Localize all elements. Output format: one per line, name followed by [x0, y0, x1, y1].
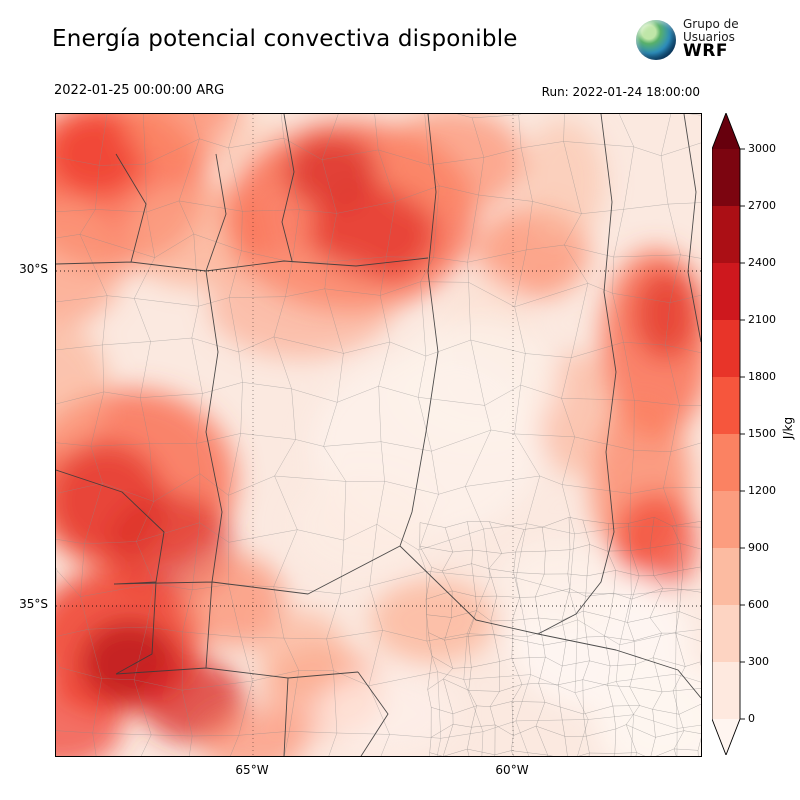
department-boundaries — [56, 114, 701, 756]
boundary-line — [671, 525, 686, 756]
colorbar-segments — [712, 149, 740, 719]
boundary-line — [442, 527, 454, 756]
boundary-line — [612, 114, 635, 756]
colorbar-tick-label: 2400 — [748, 256, 776, 269]
colorbar-segment — [712, 206, 740, 263]
logo-line-2: Usuarios — [683, 29, 735, 44]
boundary-line — [582, 519, 591, 756]
lat-label-35s: 35°S — [19, 597, 48, 611]
boundary-line — [558, 517, 571, 756]
boundary-line — [368, 114, 396, 756]
boundary-line — [467, 521, 477, 756]
run-time-label: Run: 2022-01-24 18:00:00 — [541, 85, 700, 99]
lon-label-60w: 60°W — [495, 763, 529, 777]
globe-icon — [636, 19, 676, 60]
boundary-line — [660, 114, 681, 756]
boundary-line — [273, 114, 300, 756]
boundary-line — [697, 521, 701, 756]
colorbar-segment — [712, 149, 740, 206]
boundary-line — [463, 117, 492, 756]
colorbar-tick-label: 600 — [748, 598, 769, 611]
boundary-line — [510, 529, 525, 756]
colorbar-tick-label: 2700 — [748, 199, 776, 212]
lon-label-65w: 65°W — [235, 763, 269, 777]
colorbar-tick-label: 2100 — [748, 313, 776, 326]
boundary-line — [321, 114, 347, 756]
colorbar — [712, 113, 745, 755]
colorbar-over-arrow — [712, 113, 740, 149]
boundary-line — [604, 523, 617, 756]
valid-time-label: 2022-01-25 00:00:00 ARG — [54, 83, 225, 98]
boundary-line — [79, 114, 108, 756]
boundary-line — [417, 114, 442, 756]
boundary-line — [625, 523, 640, 756]
colorbar-tick-label: 1500 — [748, 427, 776, 440]
colorbar-segment — [712, 491, 740, 548]
boundary-line — [419, 522, 433, 756]
page-title: Energía potencial convectiva disponible — [52, 26, 518, 52]
cape-field-map — [56, 114, 701, 756]
colorbar-segment — [712, 662, 740, 719]
wrf-logo: Grupo de Usuarios WRF — [636, 18, 739, 61]
colorbar-outline — [712, 113, 741, 755]
colorbar-tick-label: 900 — [748, 541, 769, 554]
colorbar-tick-labels: 0 300 600 900 1200 1500 1800 2100 2400 2700 3000 — [748, 113, 790, 755]
colorbar-tick-label: 0 — [748, 712, 755, 725]
colorbar-tick-label: 300 — [748, 655, 769, 668]
colorbar-segment — [712, 263, 740, 320]
boundary-line — [535, 527, 548, 756]
colorbar-under-arrow — [712, 719, 740, 755]
colorbar-tick-label: 3000 — [748, 142, 776, 155]
boundary-line — [649, 517, 664, 756]
wrf-logo-text: Grupo de Usuarios WRF — [683, 18, 739, 61]
lat-label-30s: 30°S — [19, 262, 48, 276]
colorbar-segment — [712, 377, 740, 434]
colorbar-units-label: J/kg — [781, 416, 795, 440]
colorbar-segment — [712, 320, 740, 377]
logo-line-wrf: WRF — [683, 41, 728, 62]
boundary-line — [228, 114, 253, 756]
boundary-line — [514, 114, 541, 756]
boundary-line — [561, 114, 589, 756]
cape-filled-contours — [56, 114, 701, 756]
colorbar-tickmarks — [740, 148, 745, 720]
colorbar-tick-label: 1800 — [748, 370, 776, 383]
boundary-line — [56, 485, 60, 678]
boundary-line — [133, 114, 156, 756]
colorbar-tick-label: 1200 — [748, 484, 776, 497]
colorbar-segment — [712, 605, 740, 662]
province-boundaries — [56, 114, 701, 756]
map-canvas — [55, 113, 702, 757]
colorbar-segment — [712, 548, 740, 605]
boundary-line — [178, 114, 203, 756]
boundary-line — [488, 521, 502, 756]
logo-line-1: Grupo de — [683, 17, 739, 31]
colorbar-segment — [712, 434, 740, 491]
